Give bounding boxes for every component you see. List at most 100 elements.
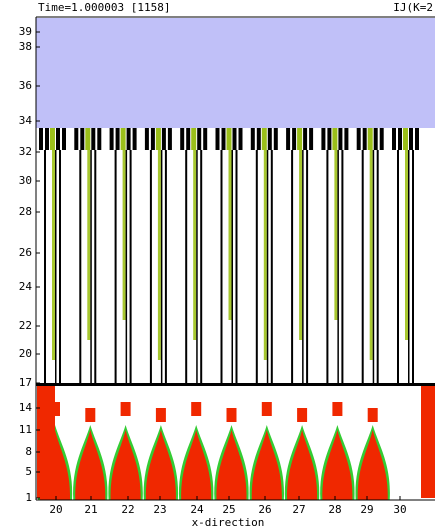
x-tick-label: 25 xyxy=(222,503,235,516)
green-stripe xyxy=(191,128,197,150)
bar-stripe xyxy=(250,128,255,150)
bar-stripe xyxy=(167,128,172,150)
x-tick-label: 21 xyxy=(84,503,97,516)
line-stripe xyxy=(235,150,238,383)
line-stripe xyxy=(302,150,304,383)
blob xyxy=(145,430,176,500)
y-tick-label: 36 xyxy=(19,79,32,92)
x-tick-label: 27 xyxy=(292,503,305,516)
line-stripe xyxy=(412,150,414,383)
bar-stripe xyxy=(74,128,79,150)
bar-stripe xyxy=(409,128,413,150)
blob-top xyxy=(120,402,131,416)
bar-stripe xyxy=(203,128,208,150)
x-tick-label: 28 xyxy=(328,503,341,516)
bar-stripe xyxy=(273,128,278,150)
x-tick-label: 26 xyxy=(258,503,271,516)
green-stripe xyxy=(120,128,126,150)
line-stripe xyxy=(291,150,294,383)
bar-stripe xyxy=(126,128,131,150)
bar-stripe xyxy=(197,128,202,150)
green-stripe xyxy=(297,128,303,150)
line-stripe xyxy=(185,150,188,383)
line-stripe xyxy=(397,150,399,383)
green-line xyxy=(157,150,161,360)
bar-stripe xyxy=(221,128,226,150)
line-stripe xyxy=(337,150,339,383)
line-stripe xyxy=(306,150,309,383)
y-tick-label: 8 xyxy=(25,445,32,458)
blob xyxy=(357,430,388,500)
y-tick-label: 26 xyxy=(19,246,32,259)
line-stripe xyxy=(266,150,269,383)
x-tick-label: 29 xyxy=(360,503,373,516)
bar-stripe xyxy=(215,128,220,150)
bar-stripe xyxy=(309,128,314,150)
y-tick-label: 22 xyxy=(19,319,32,332)
bar-stripe xyxy=(373,128,378,150)
green-line xyxy=(87,150,91,340)
line-stripe xyxy=(129,150,132,383)
blob xyxy=(110,430,141,500)
y-tick-label: 34 xyxy=(19,114,33,127)
blob-top xyxy=(85,408,96,422)
bar-stripe xyxy=(150,128,155,150)
bar-stripe xyxy=(39,128,43,150)
bar-stripe xyxy=(267,128,272,150)
line-stripe xyxy=(361,150,364,383)
green-line xyxy=(122,150,126,320)
line-stripe xyxy=(160,150,163,383)
bar-stripe xyxy=(379,128,384,150)
line-stripe xyxy=(220,150,223,383)
bar-stripe xyxy=(232,128,237,150)
blob-top xyxy=(332,402,343,416)
green-stripe xyxy=(85,128,91,150)
blob xyxy=(181,430,212,500)
y-tick-label: 11 xyxy=(19,423,32,436)
separator xyxy=(36,383,435,386)
view-label: IJ(K=2 xyxy=(393,1,433,14)
field xyxy=(36,128,435,500)
line-stripe xyxy=(376,150,379,383)
green-stripe xyxy=(367,128,373,150)
blob xyxy=(216,430,247,500)
y-tick-label: 20 xyxy=(19,347,32,360)
line-stripe xyxy=(59,150,61,383)
line-stripe xyxy=(372,150,375,383)
green-line xyxy=(228,150,232,320)
bar-stripe xyxy=(80,128,85,150)
blob-top xyxy=(155,408,166,422)
green-line xyxy=(52,150,55,360)
green-stripe xyxy=(261,128,267,150)
y-tick-label: 14 xyxy=(19,401,33,414)
line-stripe xyxy=(408,150,410,383)
bar-stripe xyxy=(398,128,402,150)
bar-stripe xyxy=(256,128,261,150)
line-stripe xyxy=(200,150,203,383)
line-stripe xyxy=(90,150,92,383)
bar-stripe xyxy=(45,128,49,150)
bar-stripe xyxy=(362,128,367,150)
line-stripe xyxy=(79,150,82,383)
green-stripe xyxy=(155,128,161,150)
x-tick-label: 20 xyxy=(49,503,62,516)
bar-stripe xyxy=(286,128,291,150)
bar-stripe xyxy=(356,128,361,150)
green-stripe xyxy=(226,128,232,150)
bar-stripe xyxy=(303,128,308,150)
green-line xyxy=(263,150,267,360)
y-tick-label: 24 xyxy=(19,280,33,293)
bar-stripe xyxy=(132,128,137,150)
bar-stripe xyxy=(327,128,332,150)
line-stripe xyxy=(149,150,152,383)
line-stripe xyxy=(94,150,97,383)
bar-stripe xyxy=(344,128,349,150)
time-label: Time=1.000003 [1158] xyxy=(38,1,170,14)
y-tick-label: 5 xyxy=(25,465,32,478)
green-line xyxy=(405,150,408,340)
bar-stripe xyxy=(62,128,66,150)
y-tick-label: 32 xyxy=(19,145,32,158)
bar-stripe xyxy=(161,128,166,150)
